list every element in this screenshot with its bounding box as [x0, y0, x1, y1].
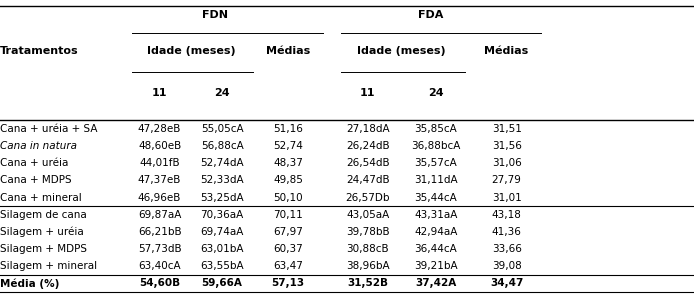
Text: 54,60B: 54,60B	[139, 278, 180, 288]
Text: FDN: FDN	[202, 10, 228, 20]
Text: 33,66: 33,66	[491, 244, 522, 254]
Text: 60,37: 60,37	[273, 244, 303, 254]
Text: 59,66A: 59,66A	[202, 278, 242, 288]
Text: 44,01fB: 44,01fB	[139, 158, 180, 168]
Text: 69,74aA: 69,74aA	[201, 227, 244, 237]
Text: 48,60eB: 48,60eB	[138, 141, 181, 151]
Text: 31,51: 31,51	[491, 124, 522, 134]
Text: 11: 11	[152, 88, 167, 98]
Text: 26,24dB: 26,24dB	[346, 141, 389, 151]
Text: 63,47: 63,47	[273, 261, 303, 271]
Text: 43,18: 43,18	[491, 210, 522, 220]
Text: Cana + uréia + SA: Cana + uréia + SA	[0, 124, 97, 134]
Text: Médias: Médias	[266, 46, 310, 56]
Text: Silagem + MDPS: Silagem + MDPS	[0, 244, 87, 254]
Text: Cana + mineral: Cana + mineral	[0, 193, 82, 203]
Text: Cana + uréia: Cana + uréia	[0, 158, 69, 168]
Text: 31,11dA: 31,11dA	[414, 175, 457, 185]
Text: Média (%): Média (%)	[0, 278, 60, 289]
Text: 48,37: 48,37	[273, 158, 303, 168]
Text: 51,16: 51,16	[273, 124, 303, 134]
Text: Cana + MDPS: Cana + MDPS	[0, 175, 71, 185]
Text: 31,56: 31,56	[491, 141, 522, 151]
Text: 27,18dA: 27,18dA	[346, 124, 389, 134]
Text: 36,88bcA: 36,88bcA	[411, 141, 461, 151]
Text: Silagem + uréia: Silagem + uréia	[0, 227, 84, 237]
Text: 56,88cA: 56,88cA	[201, 141, 244, 151]
Text: 43,31aA: 43,31aA	[414, 210, 457, 220]
Text: 43,05aA: 43,05aA	[346, 210, 389, 220]
Text: 49,85: 49,85	[273, 175, 303, 185]
Text: FDA: FDA	[418, 10, 443, 20]
Text: 66,21bB: 66,21bB	[138, 227, 181, 237]
Text: 39,08: 39,08	[492, 261, 521, 271]
Text: Idade (meses): Idade (meses)	[357, 46, 446, 56]
Text: Silagem + mineral: Silagem + mineral	[0, 261, 97, 271]
Text: 27,79: 27,79	[491, 175, 522, 185]
Text: 36,44cA: 36,44cA	[414, 244, 457, 254]
Text: 42,94aA: 42,94aA	[414, 227, 457, 237]
Text: 53,25dA: 53,25dA	[201, 193, 244, 203]
Text: 69,87aA: 69,87aA	[138, 210, 181, 220]
Text: 30,88cB: 30,88cB	[346, 244, 389, 254]
Text: 52,74dA: 52,74dA	[201, 158, 244, 168]
Text: 57,73dB: 57,73dB	[138, 244, 181, 254]
Text: Cana in natura: Cana in natura	[0, 141, 77, 151]
Text: 38,96bA: 38,96bA	[346, 261, 389, 271]
Text: Idade (meses): Idade (meses)	[146, 46, 235, 56]
Text: 70,36aA: 70,36aA	[201, 210, 244, 220]
Text: 70,11: 70,11	[273, 210, 303, 220]
Text: 39,78bB: 39,78bB	[346, 227, 389, 237]
Text: 24: 24	[214, 88, 230, 98]
Text: 46,96eB: 46,96eB	[138, 193, 181, 203]
Text: Silagem de cana: Silagem de cana	[0, 210, 87, 220]
Text: 31,06: 31,06	[492, 158, 521, 168]
Text: 63,40cA: 63,40cA	[138, 261, 181, 271]
Text: 35,44cA: 35,44cA	[414, 193, 457, 203]
Text: 31,01: 31,01	[492, 193, 521, 203]
Text: 35,57cA: 35,57cA	[414, 158, 457, 168]
Text: 34,47: 34,47	[490, 278, 523, 288]
Text: 24,47dB: 24,47dB	[346, 175, 389, 185]
Text: 47,37eB: 47,37eB	[138, 175, 181, 185]
Text: Médias: Médias	[484, 46, 529, 56]
Text: 50,10: 50,10	[273, 193, 303, 203]
Text: 63,55bA: 63,55bA	[201, 261, 244, 271]
Text: 52,74: 52,74	[273, 141, 303, 151]
Text: 11: 11	[360, 88, 375, 98]
Text: 41,36: 41,36	[491, 227, 522, 237]
Text: 24: 24	[428, 88, 443, 98]
Text: 26,54dB: 26,54dB	[346, 158, 389, 168]
Text: 37,42A: 37,42A	[415, 278, 457, 288]
Text: Tratamentos: Tratamentos	[0, 46, 78, 56]
Text: 47,28eB: 47,28eB	[138, 124, 181, 134]
Text: 31,52B: 31,52B	[347, 278, 389, 288]
Text: 57,13: 57,13	[271, 278, 305, 288]
Text: 55,05cA: 55,05cA	[201, 124, 244, 134]
Text: 26,57Db: 26,57Db	[346, 193, 390, 203]
Text: 39,21bA: 39,21bA	[414, 261, 457, 271]
Text: 52,33dA: 52,33dA	[201, 175, 244, 185]
Text: 35,85cA: 35,85cA	[414, 124, 457, 134]
Text: 67,97: 67,97	[273, 227, 303, 237]
Text: 63,01bA: 63,01bA	[201, 244, 244, 254]
